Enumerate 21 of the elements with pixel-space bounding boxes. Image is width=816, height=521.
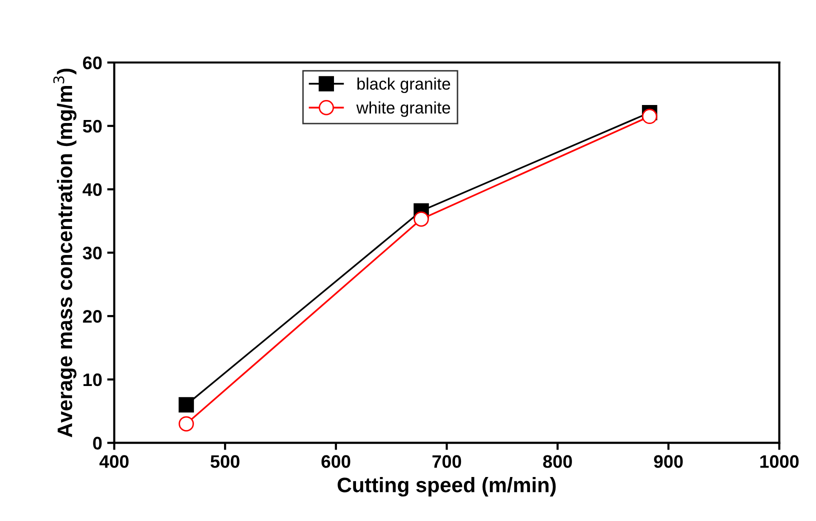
point [178,397,194,412]
x-tick-label: 900 [654,455,683,468]
x-tick-label: 700 [432,455,462,468]
legend-label: black granite [357,78,450,94]
point [414,211,429,227]
point [642,108,658,124]
x-axis-title: Cutting speed (m/min) [338,477,556,497]
y-tick-label: 40 [82,183,102,196]
x-tick-label: 1000 [760,455,799,468]
y-tick-label: 50 [82,120,102,133]
x-tick-label: 600 [322,455,350,468]
x-tick-label: 800 [543,455,572,468]
y-tick-label: 60 [83,56,102,70]
y-axis-title: Average mass concentration (mg/m$^{3}$) [53,68,76,438]
y-tick-label: 30 [82,246,102,260]
y-tick-label: 0 [93,436,102,450]
x-tick-label: 500 [210,455,240,468]
x-tick-label: 400 [99,455,129,468]
legend-label: white granite [356,101,450,117]
y-tick-label: 10 [83,373,102,386]
y-tick-label: 20 [82,310,102,323]
